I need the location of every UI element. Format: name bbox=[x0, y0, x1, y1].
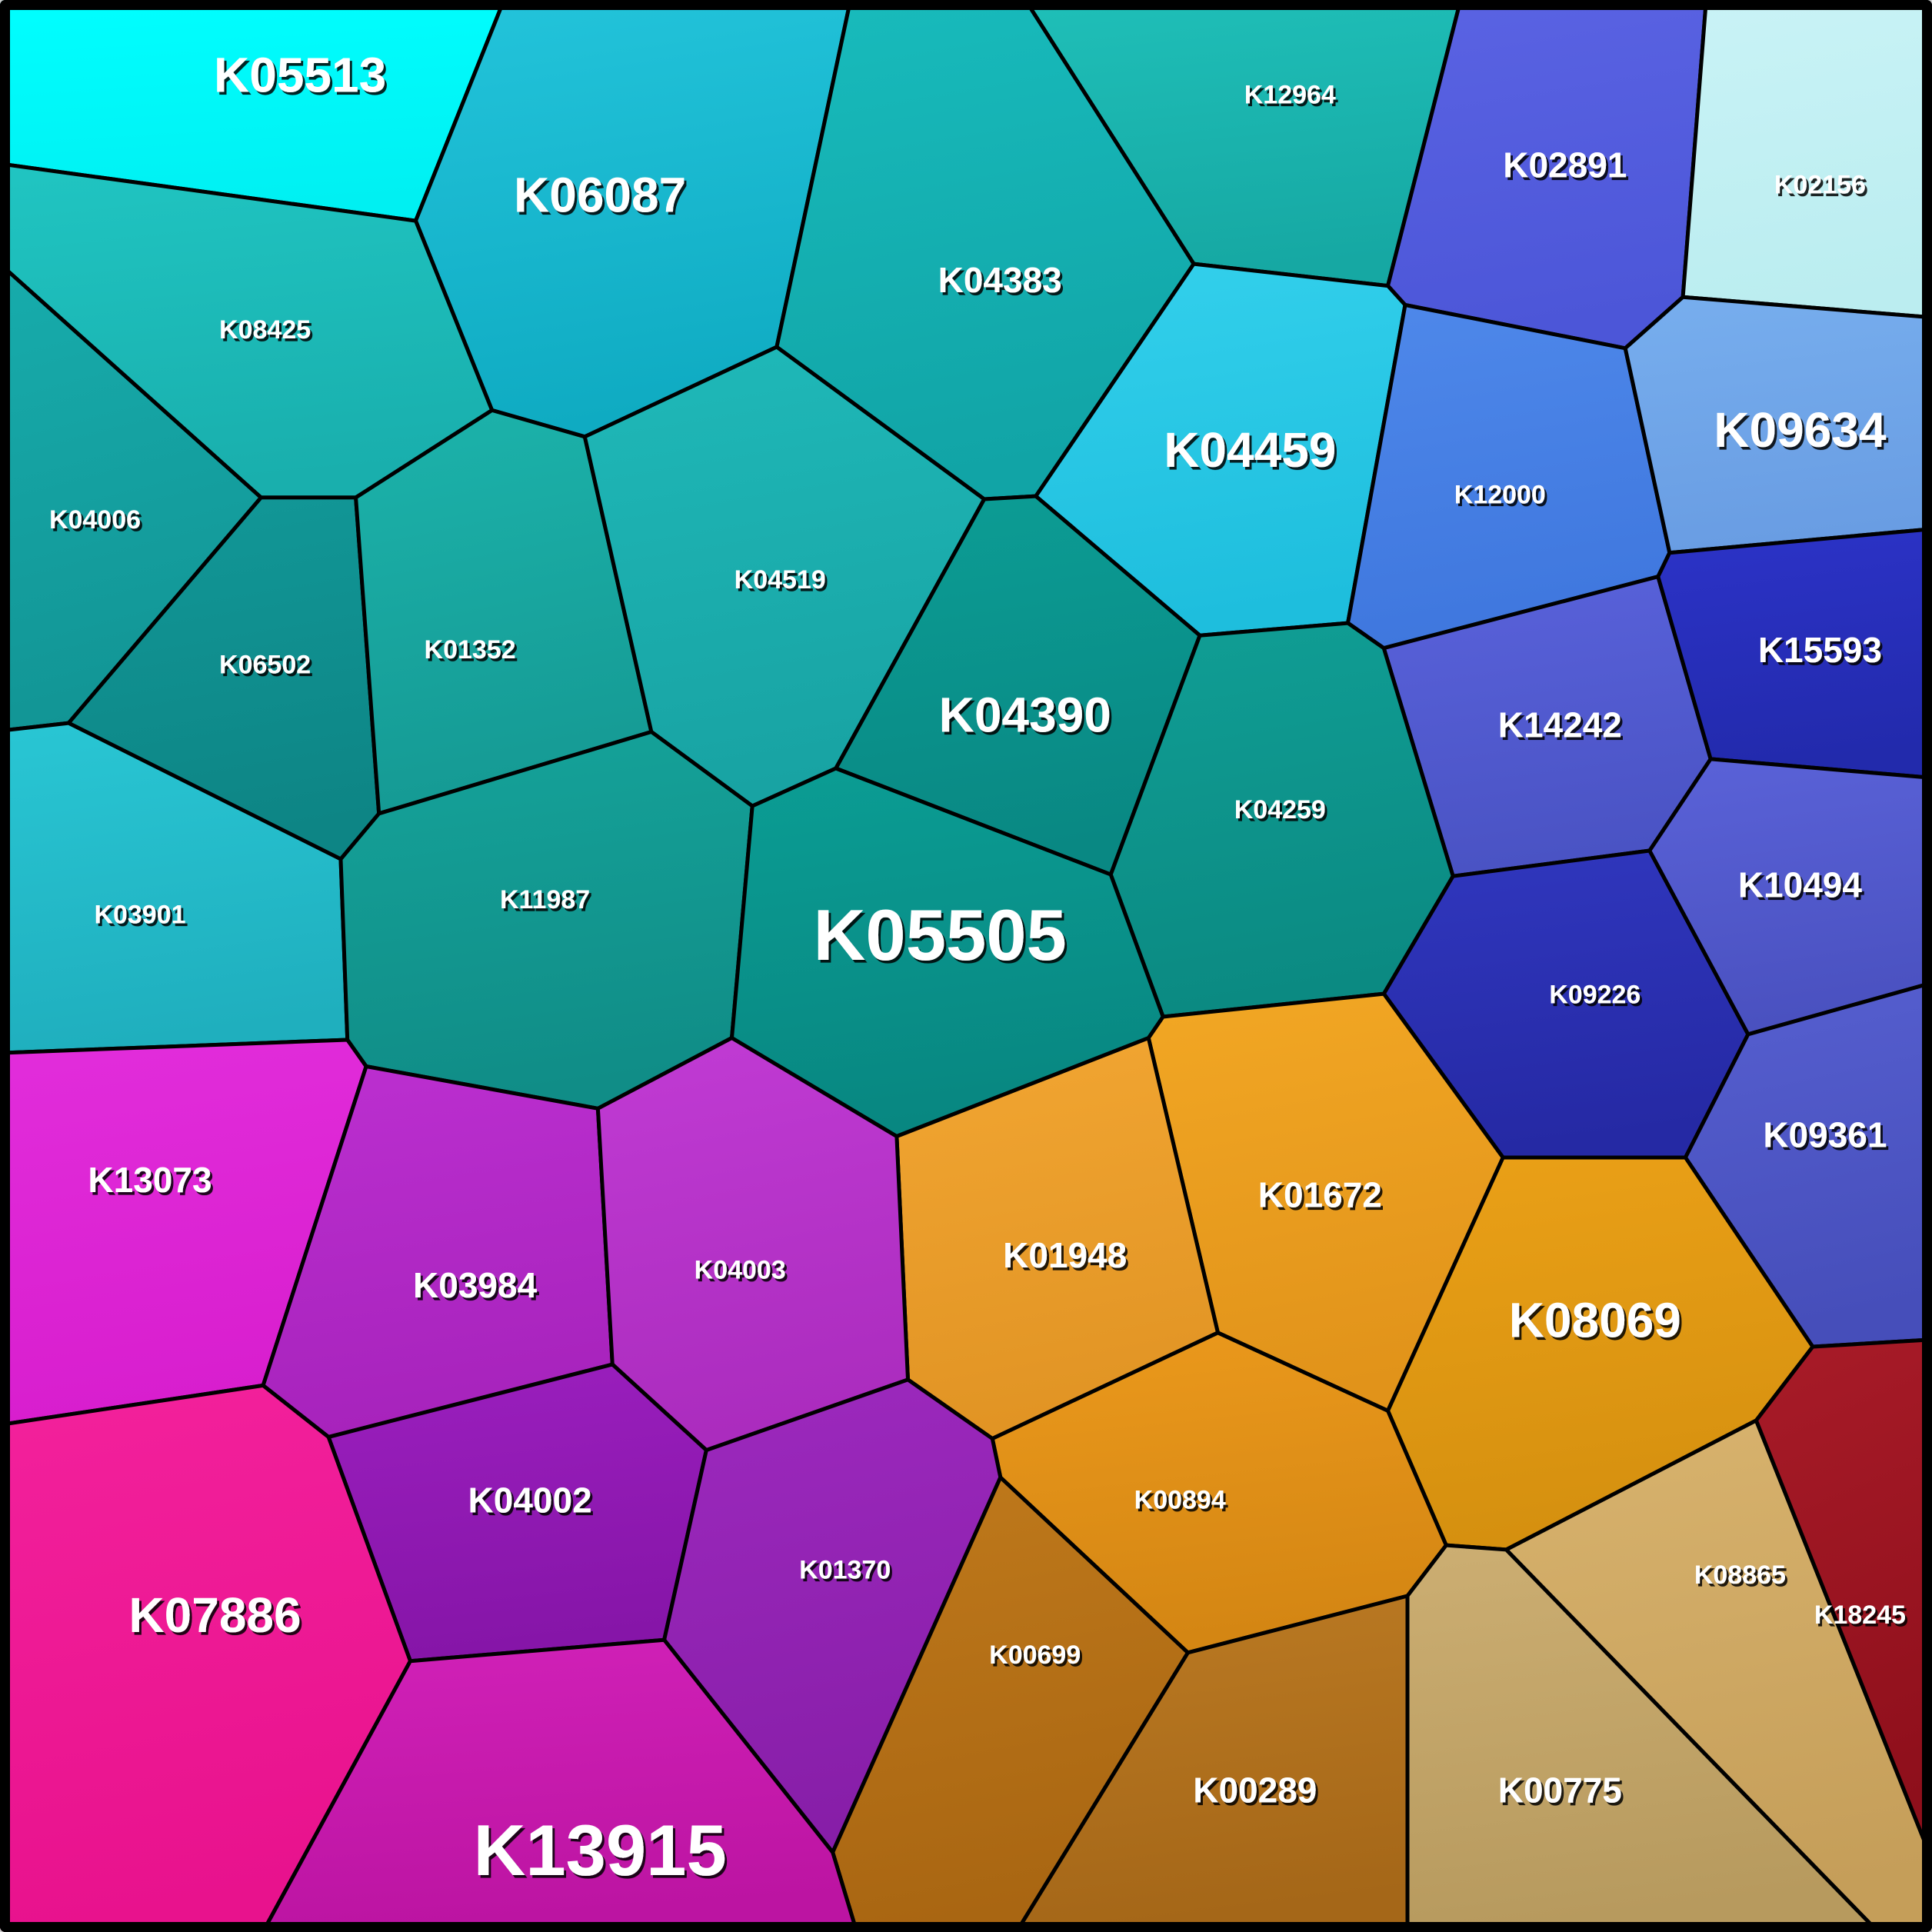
svg-text:K14242: K14242 bbox=[1498, 705, 1622, 745]
svg-text:K02156: K02156 bbox=[1774, 171, 1866, 200]
svg-text:K13915: K13915 bbox=[473, 1810, 726, 1890]
svg-text:K04519: K04519 bbox=[734, 565, 826, 595]
svg-text:K10494: K10494 bbox=[1738, 865, 1863, 905]
svg-text:K04003: K04003 bbox=[695, 1255, 786, 1284]
svg-text:K02891: K02891 bbox=[1503, 145, 1627, 185]
svg-text:K03901: K03901 bbox=[94, 901, 185, 930]
svg-text:K04006: K04006 bbox=[49, 505, 141, 535]
svg-text:K12000: K12000 bbox=[1454, 481, 1546, 510]
svg-text:K18245: K18245 bbox=[1814, 1601, 1906, 1630]
svg-text:K00289: K00289 bbox=[1193, 1770, 1317, 1810]
svg-text:K04383: K04383 bbox=[938, 260, 1062, 300]
svg-text:K01370: K01370 bbox=[799, 1555, 891, 1584]
svg-text:K11987: K11987 bbox=[500, 885, 590, 914]
svg-text:K01352: K01352 bbox=[425, 635, 516, 665]
svg-text:K09634: K09634 bbox=[1714, 402, 1887, 458]
svg-text:K12964: K12964 bbox=[1244, 81, 1336, 110]
svg-text:K05513: K05513 bbox=[214, 48, 386, 103]
svg-text:K04390: K04390 bbox=[939, 688, 1111, 743]
svg-text:K04259: K04259 bbox=[1234, 795, 1326, 824]
svg-text:K08425: K08425 bbox=[219, 315, 311, 345]
svg-text:K15593: K15593 bbox=[1758, 630, 1882, 670]
svg-text:K03984: K03984 bbox=[413, 1265, 538, 1305]
svg-text:K01948: K01948 bbox=[1003, 1235, 1127, 1275]
svg-text:K09226: K09226 bbox=[1549, 981, 1641, 1010]
svg-text:K00775: K00775 bbox=[1498, 1770, 1622, 1810]
svg-text:K08865: K08865 bbox=[1694, 1561, 1786, 1590]
svg-text:K00894: K00894 bbox=[1134, 1485, 1226, 1514]
svg-text:K09361: K09361 bbox=[1763, 1115, 1887, 1155]
svg-text:K05505: K05505 bbox=[814, 894, 1067, 975]
svg-text:K13073: K13073 bbox=[88, 1160, 212, 1200]
svg-text:K00699: K00699 bbox=[989, 1641, 1081, 1670]
svg-text:K06502: K06502 bbox=[219, 651, 311, 680]
svg-text:K01672: K01672 bbox=[1258, 1175, 1382, 1215]
svg-text:K04002: K04002 bbox=[468, 1480, 592, 1520]
svg-text:K06087: K06087 bbox=[514, 168, 686, 223]
svg-text:K07886: K07886 bbox=[128, 1587, 301, 1643]
svg-text:K08069: K08069 bbox=[1509, 1292, 1681, 1347]
svg-text:K04459: K04459 bbox=[1164, 422, 1336, 478]
